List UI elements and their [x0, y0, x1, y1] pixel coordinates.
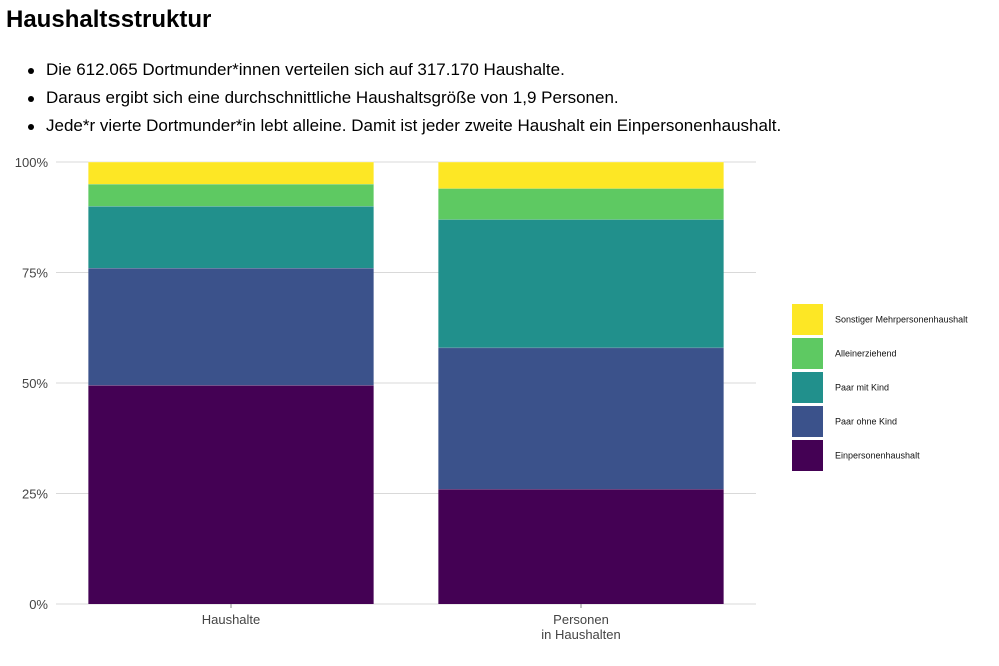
y-tick-label: 75% — [22, 266, 48, 281]
bar-segment — [88, 162, 374, 185]
page-title: Haushaltsstruktur — [6, 6, 212, 33]
y-tick-label: 25% — [22, 487, 48, 502]
chart-bars — [88, 161, 724, 604]
bar-segment — [438, 347, 724, 490]
bullet-item: Jede*r vierte Dortmunder*in lebt alleine… — [27, 112, 781, 140]
bar-segment — [438, 489, 724, 604]
bullet-item: Die 612.065 Dortmunder*innen verteilen s… — [27, 56, 781, 84]
bar-segment — [88, 184, 374, 207]
legend-swatch — [792, 440, 823, 471]
legend-label: Einpersonenhaushalt — [835, 451, 920, 461]
legend-label: Paar ohne Kind — [835, 417, 897, 427]
legend-label: Alleinerziehend — [835, 349, 897, 359]
x-tick-label: Personen in Haushalten — [541, 612, 621, 642]
legend-label: Sonstiger Mehrpersonenhaushalt — [835, 315, 968, 325]
bar-segment — [88, 206, 374, 269]
bar-segment — [438, 219, 724, 348]
x-tick-label: Haushalte — [202, 612, 261, 627]
y-axis-tick-labels: 0% 25% 50% 75% 100% — [15, 155, 49, 612]
legend-swatch — [792, 372, 823, 403]
legend-swatch — [792, 406, 823, 437]
legend-swatch — [792, 304, 823, 335]
x-axis-tick-labels: Haushalte Personen in Haushalten — [202, 604, 621, 642]
bar-segment — [438, 188, 724, 220]
bullet-item: Daraus ergibt sich eine durchschnittlich… — [27, 84, 781, 112]
bullet-list: Die 612.065 Dortmunder*innen verteilen s… — [27, 56, 781, 140]
bar-segment — [88, 385, 374, 604]
bar-segment — [88, 268, 374, 386]
y-tick-label: 50% — [22, 376, 48, 391]
stacked-bar-chart: 0% 25% 50% 75% 100% Haushalte Personen in Haus… — [15, 155, 968, 642]
bar-segment — [438, 162, 724, 189]
chart-legend: Sonstiger Mehrpersonenhaushalt Alleinerzi… — [792, 304, 968, 471]
y-tick-label: 0% — [29, 597, 48, 612]
legend-label: Paar mit Kind — [835, 383, 889, 393]
legend-swatch — [792, 338, 823, 369]
y-tick-label: 100% — [15, 155, 49, 170]
